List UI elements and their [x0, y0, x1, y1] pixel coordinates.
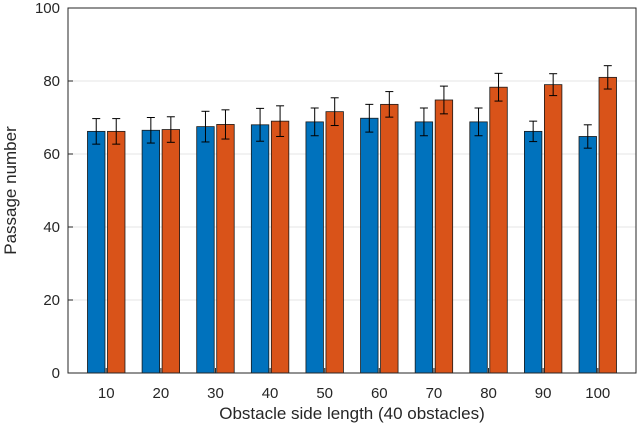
bars [87, 76, 617, 374]
bar-series-1 [578, 136, 597, 374]
plot-area-border [67, 7, 637, 374]
bar-series-2 [489, 86, 508, 374]
bar-series-2 [380, 103, 399, 374]
y-tick-label: 20 [43, 292, 60, 309]
x-tick-label: 90 [535, 385, 552, 402]
error-bars [92, 65, 612, 149]
bar-series-2 [598, 76, 617, 374]
y-tick-label: 60 [43, 146, 60, 163]
x-tick-label: 20 [153, 385, 170, 402]
y-tick-label: 40 [43, 219, 60, 236]
bar-series-2 [544, 84, 563, 374]
x-tick-label: 60 [371, 385, 388, 402]
x-tick-label: 10 [98, 385, 115, 402]
bar-series-2 [107, 130, 126, 374]
bar-series-1 [305, 121, 324, 374]
x-tick-label: 100 [585, 385, 610, 402]
x-tick-label: 70 [426, 385, 443, 402]
x-tick-label: 30 [207, 385, 224, 402]
y-tick-label: 100 [35, 0, 60, 17]
bar-series-1 [469, 121, 488, 374]
bar-series-2 [325, 111, 344, 374]
bar-series-2 [434, 99, 454, 374]
bar-series-1 [414, 121, 434, 374]
bar-series-2 [216, 124, 235, 374]
x-axis-label: Obstacle side length (40 obstacles) [219, 404, 485, 423]
x-tick-label: 80 [480, 385, 497, 402]
x-tick-label: 50 [316, 385, 333, 402]
y-tick-label: 0 [52, 365, 60, 382]
bar-series-1 [141, 129, 160, 374]
bar-series-1 [87, 130, 106, 374]
bar-series-1 [360, 117, 379, 374]
bar-series-2 [270, 120, 290, 374]
x-axis-ticks: 10 20 30 40 50 60 70 80 90 100 [98, 368, 610, 402]
bar-series-2 [161, 129, 180, 374]
bar-series-1 [250, 124, 270, 374]
y-axis-label: Passage number [1, 126, 20, 255]
y-axis-ticks: 0 20 40 60 80 100 [35, 0, 73, 382]
bar-series-1 [524, 130, 543, 374]
bar-series-1 [196, 126, 215, 374]
y-tick-label: 80 [43, 73, 60, 90]
x-tick-label: 40 [262, 385, 279, 402]
